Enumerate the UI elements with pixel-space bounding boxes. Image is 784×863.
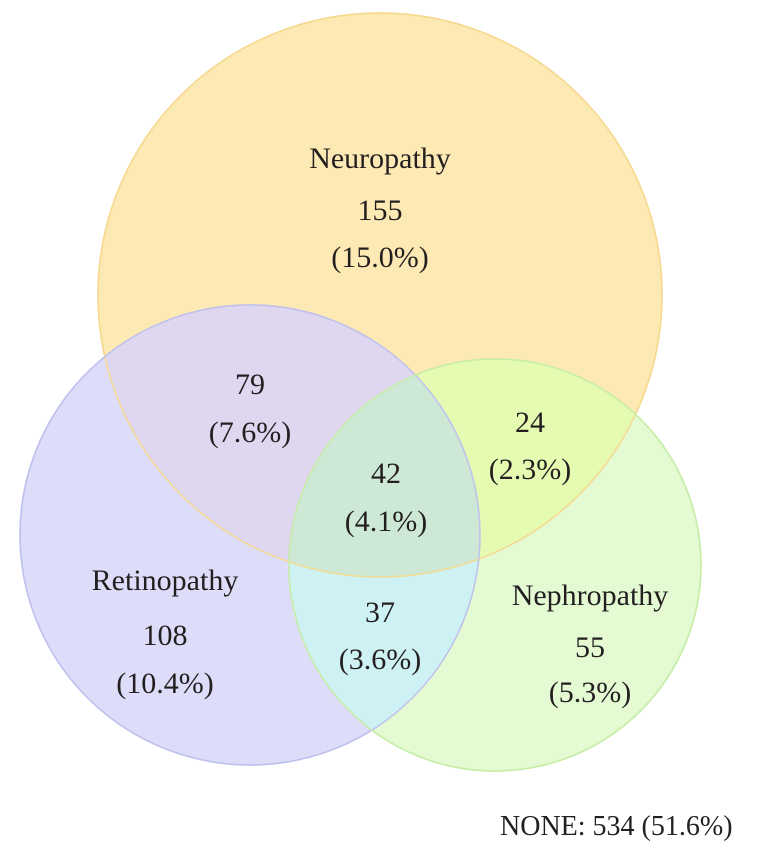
neuro-nephro-count: 24 [515,406,545,439]
neuro-nephro-percent: (2.3%) [489,453,571,486]
retinopathy-label: Retinopathy [92,564,239,597]
all-three-count: 42 [371,457,401,490]
nephropathy-percent: (5.3%) [549,676,631,709]
all-three-percent: (4.1%) [345,505,427,538]
none-summary: NONE: 534 (51.6%) [500,811,733,842]
retinopathy-outline [19,304,481,766]
retinopathy-count: 108 [143,619,188,652]
nephropathy-label: Nephropathy [512,579,669,612]
neuro-retino-percent: (7.6%) [209,416,291,449]
all-three-overlap [289,359,480,577]
neuropathy-label: Neuropathy [309,142,451,175]
retino-nephro-count: 37 [365,596,395,629]
retino-nephro-percent: (3.6%) [339,643,421,676]
neuropathy-count: 155 [358,194,403,227]
neuropathy-percent: (15.0%) [331,241,428,274]
neuro-retino-count: 79 [235,368,265,401]
neuropathy-outline [97,12,663,578]
nephropathy-outline [288,358,702,772]
nephropathy-count: 55 [575,631,605,664]
retinopathy-percent: (10.4%) [116,667,213,700]
